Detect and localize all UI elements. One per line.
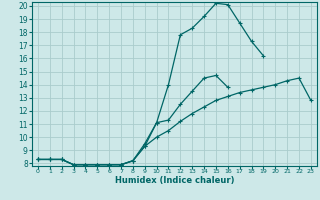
X-axis label: Humidex (Indice chaleur): Humidex (Indice chaleur) <box>115 176 234 185</box>
